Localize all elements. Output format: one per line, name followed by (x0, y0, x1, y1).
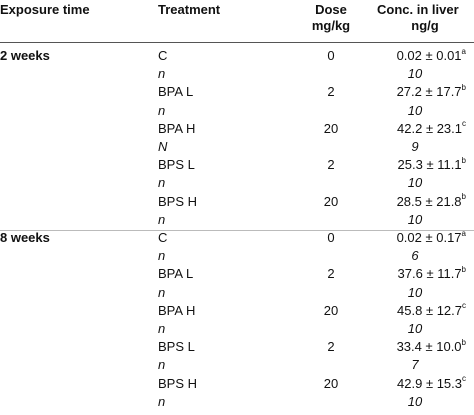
conc-cell: 0.02 ± 0.01a (396, 46, 466, 64)
dose-cell: 20 (323, 302, 339, 318)
conc-value: 6 (411, 248, 419, 264)
significance-superscript: b (461, 155, 466, 165)
conc-cell: 0.02 ± 0.17a (396, 228, 466, 246)
conc-value: 28.5 ± 21.8 (396, 193, 462, 209)
conc-value: 10 (407, 393, 423, 409)
conc-cell: 25.3 ± 11.1b (397, 155, 466, 173)
conc-value: 10 (407, 102, 423, 118)
significance-superscript: c (462, 301, 466, 311)
conc-value: 10 (407, 66, 423, 82)
treatment-cell: n (158, 393, 166, 409)
header-dose: Dose mg/kg (301, 2, 361, 34)
dose-cell: 0 (327, 48, 335, 63)
significance-superscript: c (462, 374, 466, 384)
treatment-cell: n (158, 284, 166, 300)
header-conc: Conc. in liver ng/g (376, 2, 474, 34)
conc-cell: 42.9 ± 15.3c (397, 374, 466, 392)
header-exposure-time: Exposure time (0, 2, 90, 17)
treatment-cell: n (158, 357, 166, 373)
conc-cell: 10 (390, 212, 440, 228)
header-dose-unit: mg/kg (311, 18, 351, 33)
exposure-time-cell: 2 weeks (0, 48, 50, 63)
treatment-cell: n (158, 102, 166, 118)
treatment-cell: C (158, 230, 168, 245)
conc-value: 27.2 ± 17.7 (396, 84, 462, 100)
group-separator (0, 229, 474, 231)
significance-superscript: a (461, 46, 466, 56)
conc-cell: 45.8 ± 12.7c (397, 301, 466, 319)
conc-cell: 27.2 ± 17.7b (397, 84, 466, 100)
conc-value: 9 (411, 139, 419, 154)
header-treatment: Treatment (158, 2, 221, 17)
conc-cell: 10 (390, 103, 440, 119)
conc-cell: 37.6 ± 11.7b (398, 266, 466, 282)
conc-value: 45.8 ± 12.7 (397, 302, 462, 318)
conc-value: 0.02 ± 0.17 (396, 230, 462, 245)
treatment-cell: BPS L (158, 157, 195, 173)
dose-cell: 2 (327, 84, 335, 100)
conc-cell: 9 (390, 139, 440, 155)
exposure-time-cell: 8 weeks (0, 230, 50, 245)
conc-value: 7 (411, 357, 419, 373)
treatment-cell: C (158, 48, 168, 63)
conc-cell: 10 (390, 66, 440, 82)
conc-value: 25.3 ± 11.1 (397, 157, 462, 173)
significance-superscript: c (462, 119, 466, 129)
treatment-cell: n (158, 248, 166, 264)
conc-cell: 10 (390, 394, 440, 410)
significance-superscript: b (461, 83, 466, 93)
treatment-cell: n (158, 211, 166, 227)
treatment-cell: N (158, 139, 168, 154)
conc-value: 10 (407, 175, 423, 191)
header-dose-label: Dose (315, 2, 347, 17)
significance-superscript: b (461, 265, 466, 275)
conc-value: 37.6 ± 11.7 (397, 266, 462, 282)
conc-cell: 10 (390, 321, 440, 337)
dose-cell: 20 (323, 193, 339, 209)
treatment-cell: BPA H (158, 120, 196, 136)
dose-cell: 2 (327, 157, 335, 173)
conc-cell: 7 (390, 357, 440, 373)
conc-value: 42.2 ± 23.1 (397, 120, 462, 136)
treatment-cell: n (158, 175, 166, 191)
treatment-cell: n (158, 66, 166, 82)
treatment-cell: BPS H (158, 375, 198, 391)
treatment-cell: BPA L (158, 84, 194, 100)
treatment-cell: BPS H (158, 193, 198, 209)
treatment-cell: n (158, 321, 166, 336)
treatment-cell: BPA L (158, 266, 194, 282)
header-rule (0, 42, 474, 43)
conc-value: 42.9 ± 15.3 (397, 375, 462, 391)
header-conc-label: Conc. in liver (377, 2, 459, 17)
conc-value: 10 (407, 321, 423, 336)
significance-superscript: a (461, 228, 466, 238)
dose-cell: 2 (327, 266, 335, 282)
conc-value: 10 (407, 211, 423, 227)
dose-cell: 20 (323, 375, 339, 391)
treatment-cell: BPA H (158, 302, 196, 318)
conc-cell: 33.4 ± 10.0b (396, 337, 466, 355)
conc-cell: 6 (390, 248, 440, 264)
header-conc-unit: ng/g (411, 18, 439, 33)
conc-value: 33.4 ± 10.0 (396, 339, 462, 355)
treatment-cell: BPS L (158, 339, 195, 355)
significance-superscript: b (461, 192, 466, 202)
conc-value: 0.02 ± 0.01 (396, 48, 462, 63)
conc-cell: 42.2 ± 23.1c (397, 119, 466, 137)
conc-cell: 10 (390, 285, 440, 301)
significance-superscript: b (461, 337, 466, 347)
dose-cell: 0 (327, 230, 335, 245)
conc-cell: 28.5 ± 21.8b (396, 192, 466, 210)
dose-cell: 2 (327, 339, 335, 355)
dose-cell: 20 (323, 120, 339, 136)
conc-cell: 10 (390, 175, 440, 191)
conc-value: 10 (407, 284, 423, 300)
